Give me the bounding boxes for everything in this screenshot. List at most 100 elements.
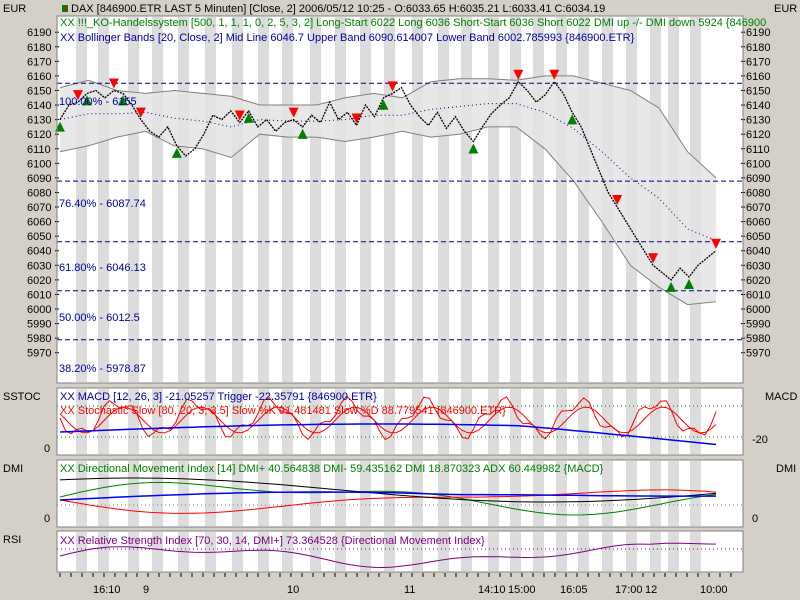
macd-tick-right: -20 <box>752 434 768 446</box>
session-stripe <box>533 17 544 382</box>
y-tick-label-right: 6170 <box>746 56 770 68</box>
currency-label-right: EUR <box>774 3 797 15</box>
macd-tick-left: 0 <box>44 443 50 455</box>
session-stripe <box>335 532 346 571</box>
y-tick-label-right: 6050 <box>746 231 770 243</box>
x-axis-label: 17:00 <box>615 584 643 596</box>
session-stripe <box>533 389 544 454</box>
long-signal-marker <box>468 143 479 154</box>
session-stripe <box>98 461 109 526</box>
session-stripe <box>412 17 423 382</box>
session-stripe <box>76 389 87 454</box>
macd-legend[interactable]: XX MACD [12, 26, 3] -21.05257 Trigger -2… <box>60 391 377 403</box>
stoch-k-line <box>59 395 717 441</box>
session-stripe <box>384 389 395 454</box>
header-line-bollinger[interactable]: XX Bollinger Bands [20, Close, 2] Mid Li… <box>60 32 635 44</box>
y-tick-label-right: 6140 <box>746 100 770 112</box>
macd-panel-border <box>56 387 744 456</box>
y-tick-label-left: 6090 <box>27 173 51 185</box>
price-panel-border <box>56 15 744 384</box>
x-axis-label: 11 <box>404 584 415 596</box>
session-stripe <box>510 461 521 526</box>
x-axis-label: 16:10 <box>93 584 121 596</box>
rsi-panel-border <box>56 530 744 573</box>
long-signal-marker <box>684 278 695 289</box>
session-stripe <box>384 17 395 382</box>
session-stripe <box>488 17 499 382</box>
short-signal-marker <box>108 78 119 89</box>
long-signal-marker <box>567 114 578 125</box>
session-stripe <box>556 389 567 454</box>
session-stripe <box>488 389 499 454</box>
y-tick-label-right: 6150 <box>746 85 770 97</box>
session-stripe <box>205 532 216 571</box>
y-tick-label-right: 6160 <box>746 71 770 83</box>
session-stripe <box>152 389 163 454</box>
session-stripe <box>205 389 216 454</box>
y-tick-label-left: 6070 <box>27 202 51 214</box>
short-signal-marker <box>648 253 659 264</box>
dmi-panel-border <box>56 459 744 528</box>
bollinger-band-fill <box>60 75 716 305</box>
dmi-minus-line <box>59 489 717 514</box>
y-tick-label-right: 6020 <box>746 275 770 287</box>
session-stripe <box>152 461 163 526</box>
y-tick-label-left: 6130 <box>27 115 51 127</box>
session-stripe <box>360 461 371 526</box>
y-tick-label-left: 6060 <box>27 217 51 229</box>
session-stripe <box>282 389 293 454</box>
stoch-d-line <box>59 406 717 434</box>
y-tick-label-right: 6130 <box>746 115 770 127</box>
long-signal-marker <box>378 99 389 110</box>
session-stripe <box>650 532 661 571</box>
session-stripe <box>690 532 701 571</box>
rsi-panel-left-label: RSI <box>3 534 21 546</box>
session-stripe <box>152 17 163 382</box>
session-stripe <box>626 461 637 526</box>
session-stripe <box>152 532 163 571</box>
session-stripe <box>335 17 346 382</box>
session-stripe <box>76 17 87 382</box>
rsi-legend[interactable]: XX Relative Strength Index [70, 30, 14, … <box>60 535 485 547</box>
x-axis: 16:10 9 10 11 14:10 15:00 16:05 17:00 12 10:00 <box>59 573 732 596</box>
macd-line <box>59 423 717 446</box>
y-tick-label-left: 6190 <box>27 27 51 39</box>
y-tick-label-left: 6110 <box>27 144 51 156</box>
fibonacci-levels <box>57 82 743 341</box>
session-stripe <box>178 389 189 454</box>
x-axis-label: 15:00 <box>508 584 536 596</box>
session-stripe <box>461 389 472 454</box>
session-stripe <box>282 17 293 382</box>
session-stripe <box>461 532 472 571</box>
y-tick-label-right: 6010 <box>746 289 770 301</box>
session-stripe <box>310 389 321 454</box>
series-swatch-dot <box>64 7 66 10</box>
y-tick-label-right: 6090 <box>746 173 770 185</box>
session-stripe <box>668 461 679 526</box>
session-stripe <box>310 461 321 526</box>
fib-label-61: 61.80% - 6046.13 <box>59 262 146 274</box>
header-line-price: DAX [846900.ETR LAST 5 Minuten] [Close, … <box>71 3 605 15</box>
long-signal-marker <box>666 281 677 292</box>
y-tick-label-right: 5980 <box>746 333 770 345</box>
fib-label-76: 76.40% - 6087.74 <box>59 198 146 210</box>
y-tick-label-right: 6060 <box>746 217 770 229</box>
session-stripe <box>178 17 189 382</box>
session-stripe <box>461 17 472 382</box>
header-line-system[interactable]: XX !!!_KO-Handelssystem [500, 1, 1, 1, 0… <box>60 17 766 29</box>
y-tick-label-right: 6070 <box>746 202 770 214</box>
dmi-legend[interactable]: XX Directional Movement Index [14] DMI+ … <box>60 463 604 475</box>
indicator-lines <box>57 395 743 569</box>
session-stripe <box>335 389 346 454</box>
y-axis: 6190 6190 6180 6180 6170 6170 6160 6160 6150 6150… <box>27 27 770 360</box>
x-axis-label: 12 <box>645 584 657 596</box>
session-stripe <box>510 389 521 454</box>
session-stripe <box>128 461 139 526</box>
session-stripe <box>98 17 109 382</box>
y-tick-label-right: 5970 <box>746 348 770 360</box>
stoch-legend[interactable]: XX Stochastic Slow [80, 20, 3, 3.5] Slow… <box>60 405 506 417</box>
dmi-panel-left-label: DMI <box>3 463 23 475</box>
short-signal-marker <box>387 81 398 92</box>
